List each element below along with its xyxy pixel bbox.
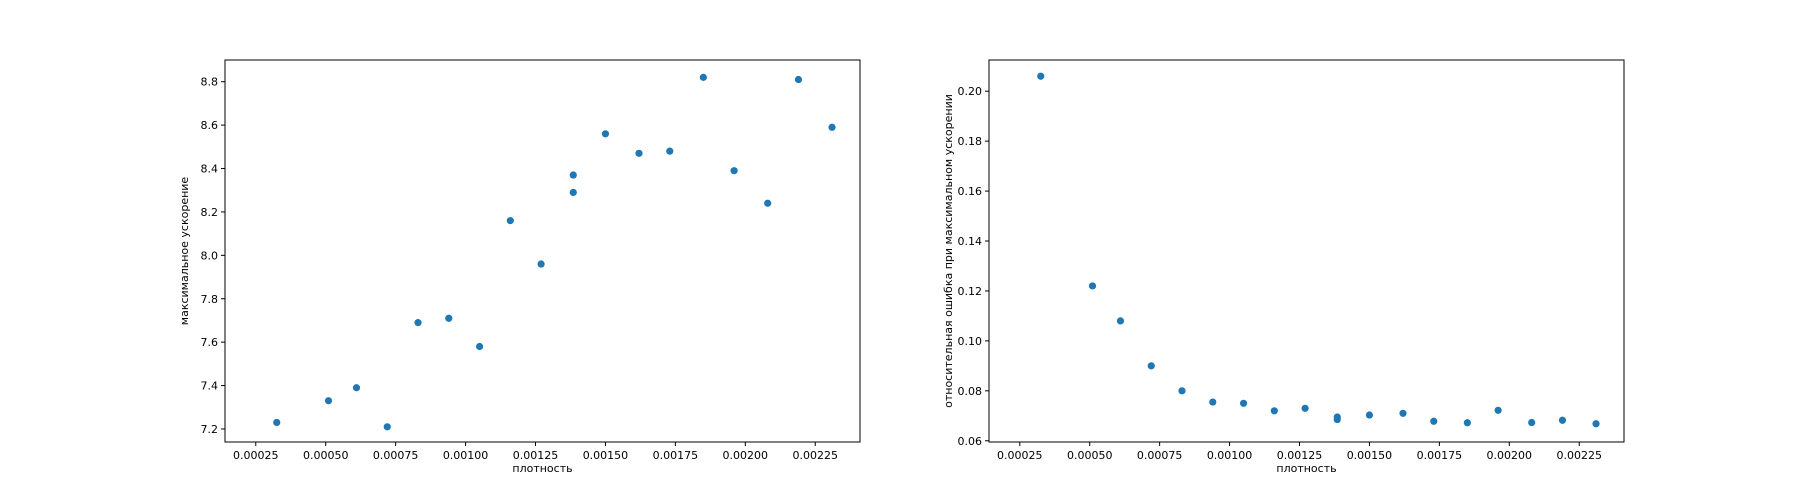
left-chart-data-point	[506, 217, 514, 225]
left-chart-axes-frame	[224, 59, 861, 443]
left-chart-data-point	[794, 75, 803, 84]
right-chart-x-tick-label: 0.00225	[1556, 449, 1602, 462]
right-chart-data-point	[1592, 420, 1600, 428]
left-chart-data-point	[828, 123, 836, 131]
left-chart-x-tick-label: 0.00100	[443, 449, 489, 462]
left-chart-y-tick-label: 7.2	[201, 423, 219, 436]
left-chart-x-tick-label: 0.00150	[583, 449, 629, 462]
right-chart-data-point	[1365, 411, 1374, 419]
left-chart-data-point	[352, 384, 361, 392]
right-chart-y-tick-label: 0.20	[958, 85, 983, 98]
right-chart-data-point	[1430, 417, 1438, 425]
left-chart: 0.00025 0.00050 0.00075 0.00100 0.00125 0.001…	[178, 59, 861, 475]
left-chart-data-point	[569, 188, 577, 196]
left-chart-x-tick-label: 0.00225	[792, 449, 838, 462]
left-chart-x-tick-label: 0.00175	[653, 449, 699, 462]
right-chart-x-axis-label: плотность	[1276, 462, 1336, 475]
right-chart-data-point	[1088, 282, 1097, 290]
right-chart-data-point	[1037, 72, 1045, 80]
right-chart-y-axis-label: относительная ошибка при максимальном ус…	[942, 94, 955, 408]
left-chart-y-tick-label: 7.6	[201, 336, 219, 349]
right-chart-data-point	[1239, 399, 1248, 407]
left-chart-x-tick-label: 0.00200	[723, 449, 769, 462]
left-chart-y-tick-label: 7.4	[201, 380, 219, 393]
left-chart-data-point	[537, 260, 545, 268]
right-chart-y-tick-label: 0.12	[958, 285, 983, 298]
right-chart-x-tick-label: 0.00200	[1487, 449, 1533, 462]
left-chart-data-point	[601, 130, 610, 138]
left-chart-data-point	[569, 171, 577, 179]
right-chart-data-point	[1463, 419, 1471, 427]
left-chart-y-tick-label: 8.2	[201, 206, 219, 219]
right-chart-x-tick-label: 0.00100	[1207, 449, 1253, 462]
left-chart-y-tick-label: 8.8	[201, 76, 219, 89]
right-chart-x-tick-label: 0.00150	[1347, 449, 1393, 462]
left-chart-x-tick-label: 0.00050	[303, 449, 349, 462]
right-chart-data-point	[1494, 406, 1502, 414]
left-chart-data-point	[730, 167, 738, 175]
right-chart-y-tick-label: 0.16	[958, 185, 983, 198]
left-chart-y-tick-label: 8.0	[201, 249, 219, 262]
left-chart-data-point	[475, 342, 484, 351]
left-chart-data-point	[414, 319, 422, 327]
right-chart-x-tick-label: 0.00075	[1137, 449, 1183, 462]
left-chart-x-axis-label: плотность	[512, 462, 572, 475]
left-chart-data-point	[635, 149, 643, 157]
right-chart-y-tick-label: 0.18	[958, 135, 983, 148]
left-chart-x-tick-label: 0.00125	[513, 449, 559, 462]
right-chart-data-point	[1301, 404, 1309, 412]
right-chart-y-tick-label: 0.06	[958, 435, 983, 448]
left-chart-data-point	[324, 397, 333, 405]
right-chart-y-tick-label: 0.10	[958, 335, 983, 348]
right-chart-data-point	[1558, 416, 1567, 424]
right-chart-data-point	[1333, 413, 1341, 421]
right-chart-x-tick-label: 0.00125	[1277, 449, 1323, 462]
right-chart-y-tick-label: 0.14	[958, 235, 983, 248]
left-chart-data-point	[383, 423, 391, 431]
right-chart-data-point	[1209, 398, 1217, 406]
left-chart-y-tick-label: 8.6	[201, 119, 219, 132]
left-chart-y-tick-label: 7.8	[201, 293, 219, 306]
right-chart-y-tick-label: 0.08	[958, 385, 983, 398]
right-chart: 0.00025 0.00050 0.00075 0.00100 0.00125 0.001…	[942, 59, 1625, 475]
right-chart-x-tick-label: 0.00050	[1067, 449, 1113, 462]
right-chart-data-point	[1399, 409, 1407, 417]
left-chart-y-tick-label: 8.4	[201, 163, 219, 176]
right-chart-axes-frame	[988, 59, 1625, 443]
left-chart-data-point	[666, 147, 674, 155]
left-chart-data-point	[764, 199, 772, 207]
right-chart-x-tick-label: 0.00025	[997, 449, 1043, 462]
right-chart-data-point	[1528, 418, 1536, 427]
right-chart-data-point	[1270, 407, 1278, 415]
left-chart-data-point	[699, 73, 707, 81]
right-chart-data-point	[1116, 317, 1125, 325]
right-chart-data-point	[1147, 362, 1155, 370]
right-chart-x-tick-label: 0.00175	[1417, 449, 1463, 462]
left-chart-data-point	[445, 314, 453, 322]
left-chart-x-tick-label: 0.00025	[233, 449, 279, 462]
left-chart-data-point	[273, 418, 281, 427]
left-chart-y-axis-label: максимальное ускорение	[178, 177, 191, 326]
right-chart-data-point	[1178, 387, 1186, 395]
left-chart-x-tick-label: 0.00075	[373, 449, 419, 462]
